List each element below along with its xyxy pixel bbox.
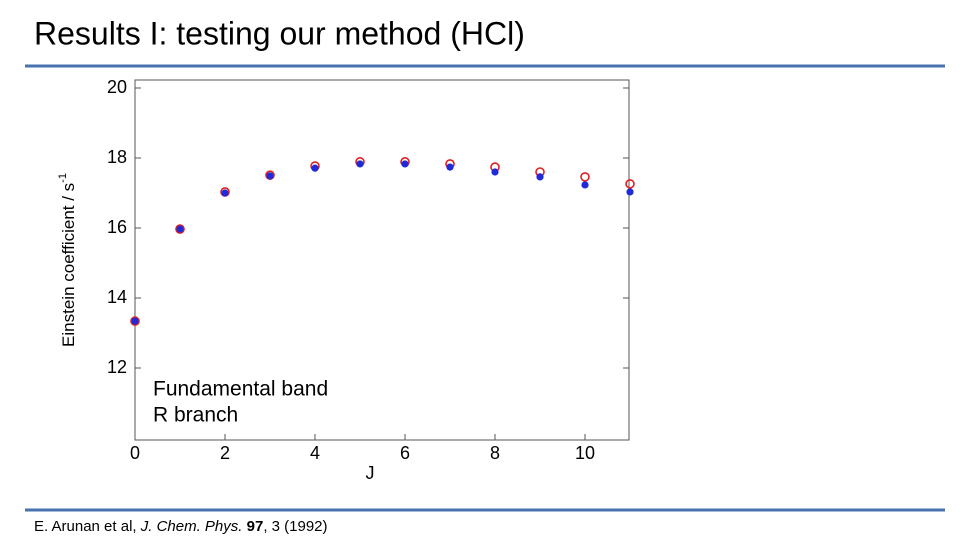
data-point (446, 163, 454, 171)
slide-title: Results I: testing our method (HCl) (34, 15, 525, 51)
citation: E. Arunan et al, J. Chem. Phys. 97, 3 (1… (34, 518, 328, 535)
x-tick-label: 8 (490, 443, 500, 463)
data-point (625, 179, 635, 189)
data-point (626, 188, 634, 196)
x-tick-label: 10 (575, 443, 595, 463)
data-point (176, 225, 184, 233)
x-axis-label: J (366, 463, 375, 483)
annotation: Fundamental band (153, 378, 328, 401)
x-tick-label: 6 (400, 443, 410, 463)
y-tick-label: 18 (107, 147, 127, 167)
data-point (131, 317, 139, 325)
x-tick-label: 0 (130, 443, 140, 463)
data-point (130, 316, 140, 326)
citation-journal: J. Chem. Phys. (140, 518, 243, 535)
y-tick-label: 20 (107, 77, 127, 97)
annotation: R branch (153, 404, 238, 427)
y-tick-label: 14 (107, 287, 127, 307)
y-tick-label: 16 (107, 217, 127, 237)
x-tick-label: 2 (220, 443, 230, 463)
data-point (356, 160, 364, 168)
data-point (221, 189, 229, 197)
data-point (581, 181, 589, 189)
citation-part: , 3 (1992) (263, 518, 327, 535)
data-point (491, 168, 499, 176)
x-tick-label: 4 (310, 443, 320, 463)
data-point (175, 224, 185, 234)
data-point (536, 173, 544, 181)
plot-frame (134, 79, 630, 441)
data-point (401, 160, 409, 168)
y-axis-label: Einstein coefficient / s-1 (57, 173, 79, 347)
y-axis-label-text: Einstein coefficient / s (59, 183, 78, 347)
y-tick-label: 12 (107, 357, 127, 377)
data-point (311, 164, 319, 172)
data-point (580, 172, 590, 182)
y-axis-label-superscript: -1 (57, 173, 69, 183)
citation-volume: 97 (247, 518, 264, 535)
data-point (266, 172, 274, 180)
citation-part: E. Arunan et al, (34, 518, 141, 535)
